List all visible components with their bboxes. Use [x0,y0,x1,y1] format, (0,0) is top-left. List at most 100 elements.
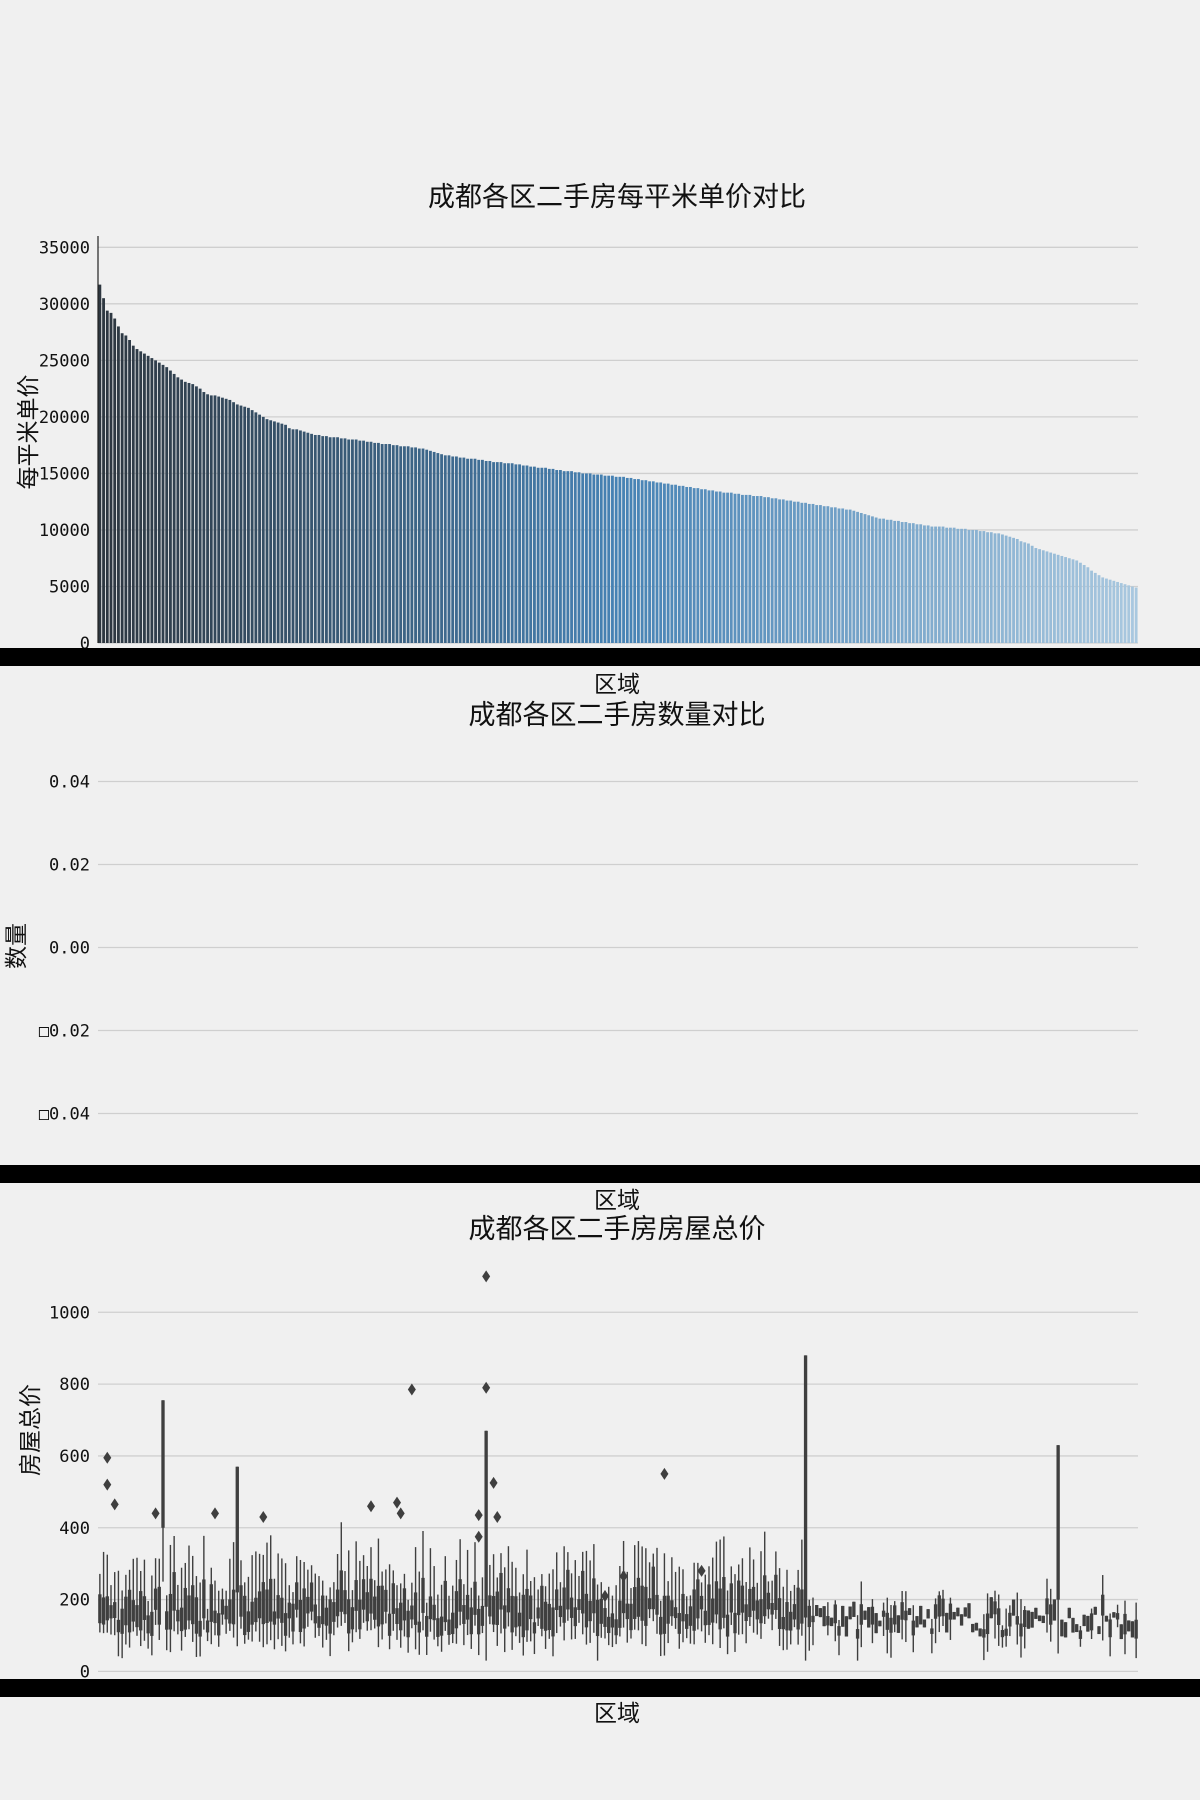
chart1-bar [622,476,625,643]
chart3-box [525,1588,529,1631]
chart1-bar [447,455,451,643]
chart1-bar [681,485,685,643]
chart1-bar [559,470,562,643]
chart1-bar [224,398,228,643]
chart3-box [993,1601,997,1615]
chart3-box [369,1578,373,1614]
chart1-bar [321,436,325,643]
chart3-box [614,1619,618,1636]
chart3-box [945,1612,949,1633]
chart3-box [677,1613,681,1634]
chart1-y-tick: 5000 [49,577,90,597]
chart3-box [577,1599,581,1610]
chart3-box [978,1628,982,1637]
chart1-bar [299,430,302,643]
chart1-bar [332,437,336,643]
chart3-box [217,1613,221,1636]
chart1-bar [919,524,923,643]
chart1-bar [388,444,391,643]
chart3-box [566,1569,570,1610]
chart1-bar [819,505,822,643]
chart3-box [1015,1616,1019,1625]
chart1-bar [417,448,421,643]
chart3-box [581,1570,585,1614]
chart1-bar [562,471,566,643]
chart3-box [1101,1594,1105,1616]
chart3-box [179,1607,184,1632]
chart3-box [465,1594,470,1620]
chart3-box [941,1598,945,1617]
chart3-box [807,1605,811,1628]
chart3-box [1063,1622,1068,1638]
chart3-box [298,1599,303,1633]
chart3-box [900,1602,904,1620]
chart1-bar [555,470,559,643]
chart1-bar [897,520,900,643]
chart3-box [852,1601,856,1617]
chart3-box [841,1605,845,1627]
chart3-outlier-marker [367,1500,375,1513]
chart3-box [744,1604,748,1622]
chart3-box [737,1580,741,1616]
chart1-bar [845,509,848,643]
chart1-y-tick: 30000 [39,295,90,315]
chart3-y-tick: 200 [59,1591,90,1611]
chart1-bar [202,392,206,643]
chart1-bar [306,432,310,643]
chart1-bar [183,381,187,643]
chart3-box [521,1594,525,1638]
chart1-bar [466,458,469,643]
chart1-bar [967,529,971,643]
chart1-bar [176,377,180,643]
chart3-box [547,1603,551,1631]
chart3-box [1011,1599,1016,1616]
chart1-x-axis-label: 区域 [594,672,640,698]
chart1-bar [432,451,436,643]
chart1-bar [926,525,930,643]
chart1-bar [767,497,770,643]
chart1-bar [603,475,607,643]
chart3-box [361,1579,366,1610]
chart1-bar [120,333,124,643]
chart2-x-axis-label: 区域 [594,1188,640,1214]
chart1-bar [774,498,778,643]
chart3-x-tick-labels-overlap [0,1679,1200,1697]
chart1-bar [1004,535,1008,643]
chart3-box [681,1593,685,1622]
chart3-box [1052,1599,1057,1621]
chart1-bar [206,394,209,643]
chart3-box [725,1614,730,1637]
chart1-bar [395,445,399,643]
chart1-bar [815,505,819,643]
chart3-box [376,1585,381,1627]
chart1-bar [139,351,143,643]
chart3-box [295,1582,299,1610]
chart1-bar [915,524,919,643]
chart1-bar [421,448,425,643]
chart3-box [855,1629,860,1639]
chart1-bar [354,439,358,643]
chart3-outlier-marker [619,1570,628,1583]
chart3-box [1034,1607,1038,1619]
chart3-y-axis-label: 房屋总价 [18,1384,44,1476]
chart3-box [224,1605,228,1620]
chart2-gridlines [98,780,1138,1115]
chart3-box [800,1589,804,1624]
chart3-title: 成都各区二手房房屋总价 [469,1214,766,1245]
chart3-outlier-marker [482,1381,491,1394]
chart3-box [239,1585,243,1617]
chart3-box [893,1605,897,1625]
chart1-bar [573,472,577,643]
chart1-bar [1049,552,1053,643]
chart3-box [280,1597,284,1623]
price-per-sqm-chart: 成都各区二手房每平米单价对比 0 5000 10000 15000 20000 25000… [0,182,1200,698]
chart1-bar [507,463,510,643]
chart3-outlier-marker [211,1507,219,1520]
chart3-box [926,1609,930,1619]
chart3-box [1082,1614,1086,1627]
chart3-box [1060,1619,1064,1637]
chart1-bar [503,463,507,643]
chart1-bar [807,503,811,643]
chart3-box [120,1608,124,1634]
chart1-bar [150,358,154,643]
